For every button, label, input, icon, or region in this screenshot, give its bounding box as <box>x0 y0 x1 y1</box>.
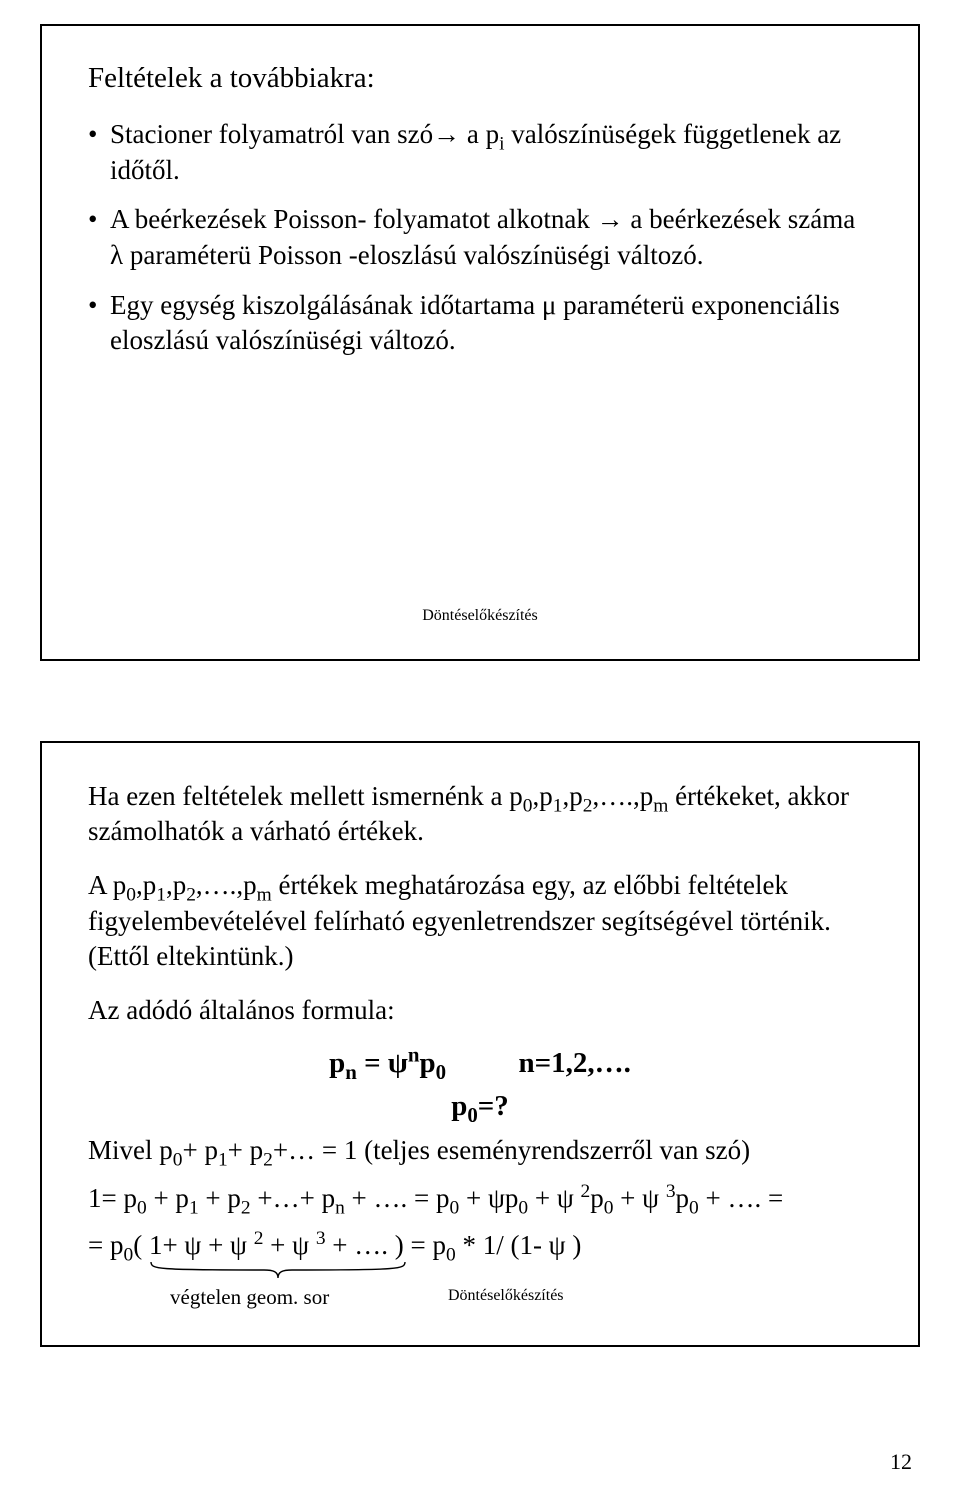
text: + ψ <box>528 1183 580 1213</box>
slide2-para3: Az adódó általános formula: <box>88 993 872 1029</box>
text: p <box>419 1047 435 1079</box>
subscript: 2 <box>241 1198 251 1219</box>
text: ,….,p <box>196 870 257 900</box>
text: * 1/ (1- ψ ) <box>456 1230 582 1260</box>
gap <box>453 1047 511 1079</box>
slide-2: Ha ezen feltételek mellett ismernénk a p… <box>40 741 920 1347</box>
text: ,p <box>166 870 186 900</box>
subscript: 0 <box>604 1198 614 1219</box>
slide2-eq-line2: = p0( 1+ ψ + ψ 2 + ψ 3 + …. ) = p0 * 1/ … <box>88 1225 872 1266</box>
text: +… = 1 (teljes eseményrendszerről van sz… <box>273 1135 750 1165</box>
subscript: 0 <box>689 1198 699 1219</box>
slide1-heading: Feltételek a továbbiakra: <box>88 62 872 95</box>
text: p <box>451 1090 467 1122</box>
slide2-para4: Mivel p0+ p1+ p2+… = 1 (teljes eseményre… <box>88 1133 872 1169</box>
brace-row: végtelen geom. sor Döntéselőkészítés <box>88 1261 872 1311</box>
subscript: 1 <box>218 1149 228 1170</box>
text: A p <box>88 870 126 900</box>
subscript: 0 <box>173 1149 183 1170</box>
page: Feltételek a továbbiakra: Stacioner foly… <box>0 0 960 1497</box>
text: n=1,2,…. <box>519 1047 631 1079</box>
text: =? <box>478 1090 509 1122</box>
text: = p <box>88 1230 123 1260</box>
subscript: 0 <box>450 1198 460 1219</box>
slide2-eq-line1: 1= p0 + p1 + p2 +…+ pn + …. = p0 + ψp0 +… <box>88 1178 872 1219</box>
slide2-formula2: p0=? <box>88 1090 872 1123</box>
subscript: 0 <box>436 1059 446 1083</box>
text: + ψp <box>459 1183 518 1213</box>
brace-label: végtelen geom. sor <box>170 1285 329 1310</box>
text: p <box>329 1047 345 1079</box>
subscript: n <box>345 1059 357 1083</box>
spacer <box>88 373 872 583</box>
slide2-para1: Ha ezen feltételek mellett ismernénk a p… <box>88 779 872 850</box>
text: ,….,p <box>592 781 653 811</box>
text: + p <box>228 1135 263 1165</box>
slide1-bullet-2: A beérkezések Poisson- folyamatot alkotn… <box>88 202 872 273</box>
subscript: m <box>653 795 668 816</box>
slide1-footer: Döntéselőkészítés <box>88 607 872 625</box>
subscript: n <box>335 1198 345 1219</box>
slide1-bullets: Stacioner folyamatról van szó→ a pi való… <box>88 117 872 359</box>
superscript: 3 <box>316 1228 326 1249</box>
subscript: 0 <box>523 795 533 816</box>
superscript: 2 <box>580 1181 590 1202</box>
text: + …. = <box>699 1183 783 1213</box>
text: ,p <box>533 781 553 811</box>
slide-1: Feltételek a továbbiakra: Stacioner foly… <box>40 24 920 661</box>
subscript: 2 <box>186 884 196 905</box>
text: Ha ezen feltételek mellett ismernénk a p <box>88 781 523 811</box>
text: + p <box>147 1183 189 1213</box>
text: + …. ) = p <box>326 1230 446 1260</box>
subscript: 1 <box>156 884 166 905</box>
subscript: 1 <box>189 1198 199 1219</box>
subscript: 2 <box>583 795 593 816</box>
subscript: 2 <box>263 1149 273 1170</box>
text: = ψ <box>357 1047 408 1079</box>
subscript: 0 <box>137 1198 147 1219</box>
text: + p <box>182 1135 217 1165</box>
underbrace-icon <box>150 1261 406 1283</box>
text: + …. = p <box>345 1183 450 1213</box>
text: 1= p <box>88 1183 137 1213</box>
text: p <box>590 1183 604 1213</box>
subscript: 0 <box>467 1102 477 1126</box>
superscript: 2 <box>254 1228 264 1249</box>
text: Mivel p <box>88 1135 173 1165</box>
slide1-bullet-1: Stacioner folyamatról van szó→ a pi való… <box>88 117 872 188</box>
text: ,p <box>562 781 582 811</box>
slide1-bullet-3: Egy egység kiszolgálásának időtartama μ … <box>88 288 872 359</box>
subscript: 0 <box>518 1198 528 1219</box>
text: + ψ <box>263 1230 315 1260</box>
subscript: m <box>257 884 272 905</box>
superscript: n <box>408 1042 420 1066</box>
text: + p <box>199 1183 241 1213</box>
slide2-para2: A p0,p1,p2,….,pm értékek meghatározása e… <box>88 868 872 975</box>
text: Stacioner folyamatról van szó→ a p <box>110 119 499 149</box>
text: +…+ p <box>251 1183 335 1213</box>
superscript: 3 <box>666 1181 676 1202</box>
slide2-formula1: pn = ψnp0 n=1,2,…. <box>88 1047 872 1080</box>
subscript: 0 <box>126 884 136 905</box>
text: ,p <box>136 870 156 900</box>
page-number: 12 <box>890 1449 912 1475</box>
slide2-footer: Döntéselőkészítés <box>448 1287 564 1305</box>
text: + ψ <box>613 1183 665 1213</box>
text: p <box>676 1183 690 1213</box>
text: ( 1+ ψ + ψ <box>133 1230 254 1260</box>
